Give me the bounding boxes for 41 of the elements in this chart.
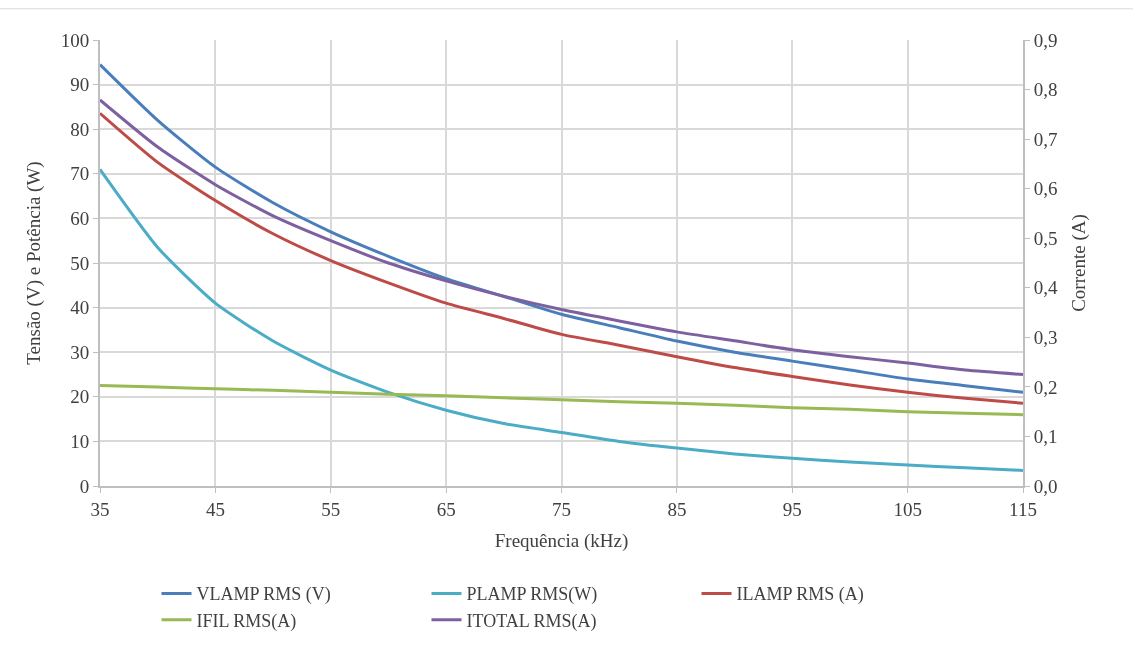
x-tick-label: 115 (1009, 498, 1037, 520)
y2-tick-label: 0,7 (1033, 128, 1058, 150)
x-tick-label: 35 (90, 498, 110, 520)
x-tick-label: 105 (893, 498, 922, 520)
legend-label: IFIL RMS(A) (196, 610, 297, 632)
y-tick-label: 100 (60, 29, 90, 51)
x-tick-label: 75 (552, 498, 571, 520)
y2-tick-label: 0,2 (1033, 376, 1058, 398)
y-axis-title: Tensão (V) e Potência (W) (23, 161, 46, 365)
y-tick-label: 80 (70, 118, 90, 140)
y2-tick-label: 0,0 (1033, 475, 1058, 497)
legend-label: PLAMP RMS(W) (466, 584, 598, 606)
y-tick-label: 50 (70, 252, 90, 274)
y2-tick-label: 0,5 (1033, 227, 1058, 249)
y2-tick-label: 0,4 (1033, 277, 1059, 299)
y-tick-label: 40 (70, 297, 90, 319)
x-axis-title: Frequência (kHz) (494, 530, 629, 553)
x-tick-label: 85 (667, 498, 687, 520)
line-series (100, 63, 1023, 394)
line-series (100, 167, 1023, 472)
y-tick-label: 10 (70, 431, 90, 453)
legend-label: ITOTAL RMS(A) (466, 610, 597, 632)
y2-tick-label: 0,8 (1033, 79, 1058, 101)
legend-label: ILAMP RMS (A) (736, 584, 864, 606)
y2-tick-label: 0,1 (1033, 426, 1058, 448)
x-tick-label: 55 (321, 498, 341, 520)
y2-tick-label: 0,6 (1033, 178, 1058, 200)
y-tick-label: 90 (70, 74, 90, 96)
x-tick-label: 95 (782, 498, 802, 520)
legend-label: VLAMP RMS (V) (196, 584, 331, 606)
y2-tick-label: 0,3 (1033, 326, 1058, 348)
y2-tick-label: 0,9 (1033, 29, 1058, 51)
y-tick-label: 0 (79, 475, 90, 497)
x-tick-label: 65 (436, 498, 456, 520)
line-series (100, 383, 1023, 417)
y-tick-label: 20 (70, 386, 90, 408)
y-tick-label: 70 (70, 163, 90, 185)
y-tick-label: 60 (70, 208, 90, 230)
y2-axis-title: Corrente (A) (1068, 214, 1091, 312)
x-tick-label: 45 (205, 498, 225, 520)
y-tick-label: 30 (70, 341, 90, 363)
